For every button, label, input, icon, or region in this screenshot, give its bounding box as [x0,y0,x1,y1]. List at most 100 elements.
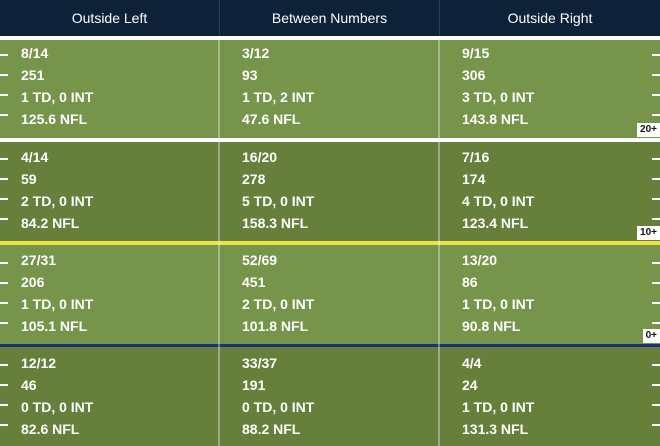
hash-mark [0,282,8,284]
hash-mark [652,322,660,324]
hash-mark [0,364,8,366]
completions: 12/12 [21,355,57,371]
hash-mark [0,404,8,406]
header-divider [439,0,440,36]
completions: 33/37 [242,355,278,371]
completions: 4/4 [462,355,482,371]
pass-yards: 93 [242,67,258,83]
hash-mark [652,158,660,160]
hash-mark [652,94,660,96]
passer-rating: 143.8 NFL [462,111,529,127]
touchdowns-interceptions: 0 TD, 0 INT [21,399,94,415]
first-down-line [0,241,660,245]
pass-yards: 24 [462,377,478,393]
line-of-scrimmage [0,344,660,347]
completions: 52/69 [242,252,278,268]
field-top-line [0,36,660,40]
pass-yards: 251 [21,67,45,83]
hash-mark [0,218,8,220]
stat-cell-intermediate-right[interactable]: 7/16 174 4 TD, 0 INT 123.4 NFL [462,146,534,234]
touchdowns-interceptions: 0 TD, 0 INT [242,399,315,415]
passer-rating: 101.8 NFL [242,318,309,334]
pass-yards: 451 [242,274,266,290]
stat-cell-deep-middle[interactable]: 3/12 93 1 TD, 2 INT 47.6 NFL [242,42,314,130]
pass-yards: 191 [242,377,266,393]
yard-label-10-plus: 10+ [637,226,660,240]
column-header-outside-left: Outside Left [71,10,148,26]
touchdowns-interceptions: 1 TD, 0 INT [462,296,535,312]
passer-rating: 125.6 NFL [21,111,88,127]
pass-yards: 278 [242,171,266,187]
hash-mark [652,262,660,264]
column-header-between-numbers: Between Numbers [271,10,388,26]
touchdowns-interceptions: 3 TD, 0 INT [462,89,535,105]
hash-mark [652,114,660,116]
stat-cell-short-left[interactable]: 27/31 206 1 TD, 0 INT 105.1 NFL [21,249,93,337]
stat-cell-short-right[interactable]: 13/20 86 1 TD, 0 INT 90.8 NFL [462,249,534,337]
stat-cell-short-middle[interactable]: 52/69 451 2 TD, 0 INT 101.8 NFL [242,249,314,337]
touchdowns-interceptions: 1 TD, 0 INT [21,296,94,312]
completions: 13/20 [462,252,498,268]
hash-mark [0,302,8,304]
pass-yards: 174 [462,171,486,187]
passer-rating: 82.6 NFL [21,421,80,437]
column-header-bar: Outside Left Between Numbers Outside Rig… [0,0,660,36]
header-divider [219,0,220,36]
hash-mark [652,404,660,406]
zone-band-0-plus [0,243,660,345]
hash-mark [652,74,660,76]
completions: 4/14 [21,149,49,165]
touchdowns-interceptions: 4 TD, 0 INT [462,193,535,209]
touchdowns-interceptions: 2 TD, 0 INT [242,296,315,312]
stat-cell-intermediate-middle[interactable]: 16/20 278 5 TD, 0 INT 158.3 NFL [242,146,314,234]
passer-rating: 158.3 NFL [242,215,309,231]
touchdowns-interceptions: 1 TD, 0 INT [462,399,535,415]
zone-band-10-plus [0,140,660,243]
hash-mark [652,54,660,56]
hash-mark [0,54,8,56]
hash-mark [652,302,660,304]
pass-yards: 306 [462,67,486,83]
football-field: 20+ 10+ 0+ 8/14 251 1 TD, 0 INT 125.6 NF… [0,36,660,446]
hash-mark [0,198,8,200]
stat-cell-behind-left[interactable]: 12/12 46 0 TD, 0 INT 82.6 NFL [21,352,93,440]
zone-band-behind-line [0,345,660,446]
column-header-outside-right: Outside Right [507,10,593,26]
passer-rating: 47.6 NFL [242,111,301,127]
stat-cell-behind-right[interactable]: 4/4 24 1 TD, 0 INT 131.3 NFL [462,352,534,440]
completions: 9/15 [462,45,490,61]
completions: 16/20 [242,149,278,165]
hash-mark [0,262,8,264]
passer-rating: 123.4 NFL [462,215,529,231]
hash-mark [652,424,660,426]
touchdowns-interceptions: 1 TD, 0 INT [21,89,94,105]
stat-cell-intermediate-left[interactable]: 4/14 59 2 TD, 0 INT 84.2 NFL [21,146,93,234]
hash-mark [652,198,660,200]
hash-mark [652,364,660,366]
hash-mark [0,94,8,96]
completions: 8/14 [21,45,49,61]
column-divider [218,36,220,446]
stat-cell-deep-left[interactable]: 8/14 251 1 TD, 0 INT 125.6 NFL [21,42,93,130]
zone-band-20-plus [0,36,660,140]
pass-yards: 46 [21,377,37,393]
yard-label-0-plus: 0+ [642,329,660,343]
passer-rating: 105.1 NFL [21,318,88,334]
completions: 27/31 [21,252,57,268]
passer-rating: 88.2 NFL [242,421,301,437]
passer-rating: 131.3 NFL [462,421,529,437]
hash-mark [652,178,660,180]
yard-line-20 [0,138,660,142]
completions: 3/12 [242,45,270,61]
hash-mark [652,218,660,220]
yard-label-20-plus: 20+ [637,123,660,137]
completions: 7/16 [462,149,490,165]
stat-cell-deep-right[interactable]: 9/15 306 3 TD, 0 INT 143.8 NFL [462,42,534,130]
pass-yards: 86 [462,274,478,290]
pass-yards: 59 [21,171,37,187]
touchdowns-interceptions: 5 TD, 0 INT [242,193,315,209]
touchdowns-interceptions: 2 TD, 0 INT [21,193,94,209]
hash-mark [0,322,8,324]
hash-mark [0,424,8,426]
stat-cell-behind-middle[interactable]: 33/37 191 0 TD, 0 INT 88.2 NFL [242,352,314,440]
